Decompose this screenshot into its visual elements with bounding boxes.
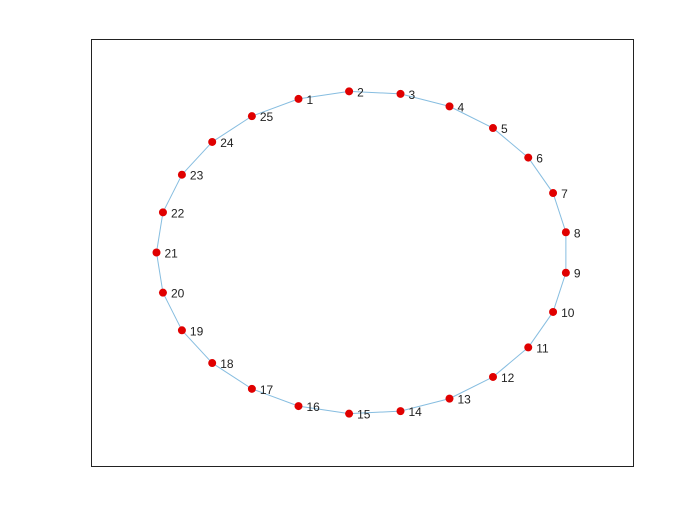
edges-layer [156,90,567,415]
graph-node-12 [488,372,497,381]
graph-edge-9-10 [552,272,567,313]
node-label-5: 5 [501,122,508,136]
graph-node-16 [294,402,303,411]
node-label-12: 12 [501,371,515,385]
graph-edge-20-21 [156,252,164,293]
node-label-11: 11 [536,341,549,355]
graph-node-7 [549,189,558,198]
node-label-21: 21 [165,247,179,261]
graph-edge-22-23 [162,174,183,213]
node-label-9: 9 [574,267,581,281]
graph-edge-25-1 [251,98,299,117]
graph-node-1 [294,94,303,103]
nodes-layer [152,87,570,418]
graph-edge-10-11 [527,311,554,348]
node-label-20: 20 [171,287,185,301]
graph-node-2 [345,87,354,96]
graph-node-6 [524,153,533,162]
graph-node-21 [152,248,161,257]
graph-edge-23-24 [181,141,213,176]
node-label-7: 7 [561,187,568,201]
graph-node-10 [549,307,558,316]
node-label-17: 17 [260,383,274,397]
node-label-4: 4 [457,100,464,114]
graph-node-23 [177,170,186,179]
graph-edge-13-14 [400,398,450,412]
node-label-24: 24 [220,136,234,150]
node-label-22: 22 [171,206,185,220]
graph-edge-5-6 [492,127,529,158]
graph-edge-3-4 [400,93,450,107]
node-label-23: 23 [190,169,204,183]
graph-node-18 [208,359,217,368]
graph-node-4 [445,102,454,111]
node-label-8: 8 [574,226,581,240]
graph-node-13 [445,394,454,403]
graph-node-22 [158,208,167,217]
node-label-15: 15 [357,408,371,422]
graph-edge-12-13 [449,376,494,400]
graph-edge-16-17 [251,388,299,407]
graph-node-17 [247,384,256,393]
graph-edge-15-16 [298,405,350,415]
node-label-1: 1 [306,93,313,107]
node-label-2: 2 [357,85,364,99]
graph-edge-1-2 [298,90,350,100]
graph-edge-17-18 [211,362,253,390]
graph-edge-2-3 [349,90,401,95]
graph-edge-18-19 [181,329,213,364]
graph-node-9 [561,268,570,277]
graph-node-3 [396,89,405,98]
graph-edge-14-15 [349,410,401,415]
node-label-14: 14 [409,405,423,419]
node-label-25: 25 [260,110,274,124]
graph-edge-11-12 [492,347,529,378]
graph-edge-21-22 [156,212,164,253]
graph-node-15 [345,409,354,418]
graph-node-20 [158,288,167,297]
graph-edge-19-20 [162,292,183,331]
axes-box [91,39,634,467]
graph-node-14 [396,407,405,416]
node-label-3: 3 [409,88,416,102]
node-label-18: 18 [220,357,234,371]
graph-node-11 [524,343,533,352]
graph-node-24 [208,137,217,146]
node-label-6: 6 [536,152,543,166]
graph-node-8 [561,228,570,237]
node-label-10: 10 [561,306,575,320]
graph-node-5 [488,124,497,133]
node-label-13: 13 [457,393,471,407]
graph-edge-6-7 [527,157,554,194]
graph-node-25 [247,112,256,121]
graph-edge-7-8 [552,192,567,233]
node-label-19: 19 [190,324,204,338]
graph-edge-24-25 [211,115,253,143]
labels-layer: 12 34567891011121314151617181920212223242… [165,85,581,421]
graph-edge-4-5 [449,105,494,129]
node-label-16: 16 [306,400,320,414]
graph-node-19 [177,326,186,335]
